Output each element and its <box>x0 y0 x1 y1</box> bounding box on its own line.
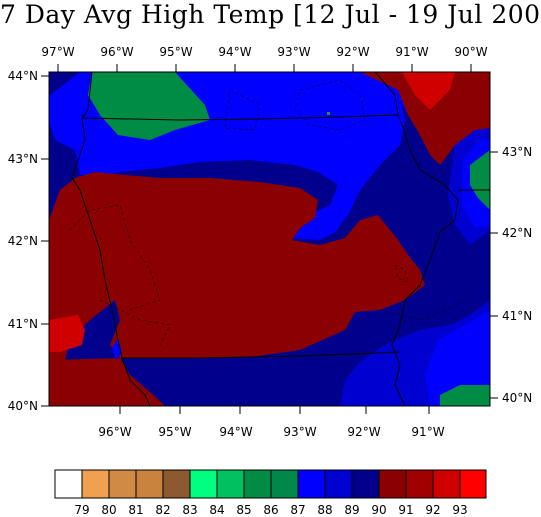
map-title: 7 Day Avg High Temp [12 Jul - 19 Jul 200… <box>0 0 541 29</box>
legend-swatch <box>351 469 380 499</box>
legend-swatch <box>243 469 272 499</box>
contour-91-ne <box>360 72 490 165</box>
top-lon-label: 93°W <box>277 45 310 59</box>
left-lat-label: 42°N <box>8 234 38 248</box>
contour-fill <box>49 72 490 406</box>
color-legend <box>54 469 487 499</box>
legend-label: 93 <box>452 503 467 517</box>
legend-swatch <box>108 469 137 499</box>
legend-label: 80 <box>101 503 116 517</box>
bottom-lon-labels: 96°W 95°W 94°W 93°W 92°W 91°W <box>98 425 444 439</box>
top-lon-label: 91°W <box>395 45 428 59</box>
top-lon-label: 94°W <box>218 45 251 59</box>
legend-label: 79 <box>74 503 89 517</box>
contour-91-main <box>49 172 425 390</box>
legend-label: 89 <box>344 503 359 517</box>
right-lat-label: 42°N <box>502 226 532 240</box>
contour-93-west <box>49 315 85 352</box>
map-frame <box>48 71 491 407</box>
legend-swatch <box>297 469 326 499</box>
legend-swatch <box>405 469 434 499</box>
top-lon-label: 92°W <box>336 45 369 59</box>
legend-label: 84 <box>209 503 224 517</box>
axis-ticks <box>41 64 498 414</box>
legend-label: 86 <box>263 503 278 517</box>
legend-swatch <box>54 469 83 499</box>
legend-label: 90 <box>371 503 386 517</box>
left-lat-labels: 44°N 43°N 42°N 41°N 40°N <box>8 69 38 413</box>
legend-swatch <box>432 469 461 499</box>
left-lat-label: 40°N <box>8 399 38 413</box>
legend-swatch <box>189 469 218 499</box>
top-lon-label: 95°W <box>159 45 192 59</box>
top-lon-label: 96°W <box>100 45 133 59</box>
bottom-lon-label: 92°W <box>347 425 380 439</box>
legend-swatch <box>162 469 191 499</box>
legend-label: 92 <box>425 503 440 517</box>
right-lat-label: 43°N <box>502 145 532 159</box>
contour-88-spot <box>112 338 122 360</box>
legend-swatch <box>270 469 299 499</box>
left-lat-label: 41°N <box>8 317 38 331</box>
right-lat-label: 40°N <box>502 391 532 405</box>
bottom-lon-label: 91°W <box>411 425 444 439</box>
legend-label: 81 <box>128 503 143 517</box>
contour-86-se <box>440 385 490 406</box>
contour-91-sw <box>49 358 165 406</box>
contour-88-se <box>425 310 490 406</box>
contour-93-ne <box>402 72 455 110</box>
legend-swatch <box>324 469 353 499</box>
top-lon-label: 97°W <box>41 45 74 59</box>
bottom-lon-label: 94°W <box>219 425 252 439</box>
left-lat-label: 43°N <box>8 152 38 166</box>
bottom-lon-label: 93°W <box>283 425 316 439</box>
legend-label: 91 <box>398 503 413 517</box>
bottom-lon-label: 96°W <box>98 425 131 439</box>
top-lon-label: 90°W <box>454 45 487 59</box>
legend-label: 85 <box>236 503 251 517</box>
top-lon-labels: 97°W 96°W 95°W 94°W 93°W 92°W 91°W 90°W <box>41 45 487 59</box>
legend-swatch <box>135 469 164 499</box>
legend-swatch <box>216 469 245 499</box>
legend-label: 83 <box>182 503 197 517</box>
state-borders <box>71 72 490 406</box>
legend-swatch <box>81 469 110 499</box>
station-marker <box>327 112 330 115</box>
contour-86-east <box>470 150 490 210</box>
contour-86-nw <box>88 72 210 140</box>
legend-label: 88 <box>317 503 332 517</box>
legend-swatch <box>459 469 487 499</box>
legend-labels: 79 80 81 82 83 84 85 86 87 88 89 90 91 9… <box>74 503 467 517</box>
right-lat-label: 41°N <box>502 309 532 323</box>
contour-lines <box>69 79 471 346</box>
left-lat-label: 44°N <box>8 69 38 83</box>
legend-swatch <box>378 469 407 499</box>
legend-label: 82 <box>155 503 170 517</box>
legend-label: 87 <box>290 503 305 517</box>
bottom-lon-label: 95°W <box>158 425 191 439</box>
right-lat-labels: 43°N 42°N 41°N 40°N <box>502 145 532 405</box>
